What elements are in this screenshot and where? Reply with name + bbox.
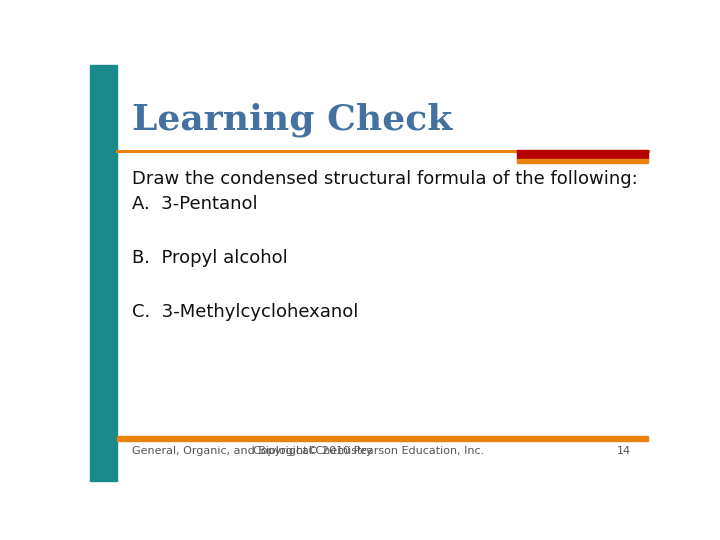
Text: C.  3-Methylcyclohexanol: C. 3-Methylcyclohexanol <box>132 302 359 321</box>
Text: 14: 14 <box>617 446 631 456</box>
Bar <box>90 65 117 481</box>
Bar <box>517 150 648 159</box>
Text: Copyright© 2010 Pearson Education, Inc.: Copyright© 2010 Pearson Education, Inc. <box>253 446 485 456</box>
Text: A.  3-Pentanol: A. 3-Pentanol <box>132 194 258 213</box>
Text: Learning Check: Learning Check <box>132 102 452 137</box>
Text: B.  Propyl alcohol: B. Propyl alcohol <box>132 248 287 267</box>
Text: General, Organic, and Biological Chemistry: General, Organic, and Biological Chemist… <box>132 446 372 456</box>
Bar <box>517 159 648 163</box>
Bar <box>117 436 648 441</box>
Text: Draw the condensed structural formula of the following:: Draw the condensed structural formula of… <box>132 170 638 187</box>
